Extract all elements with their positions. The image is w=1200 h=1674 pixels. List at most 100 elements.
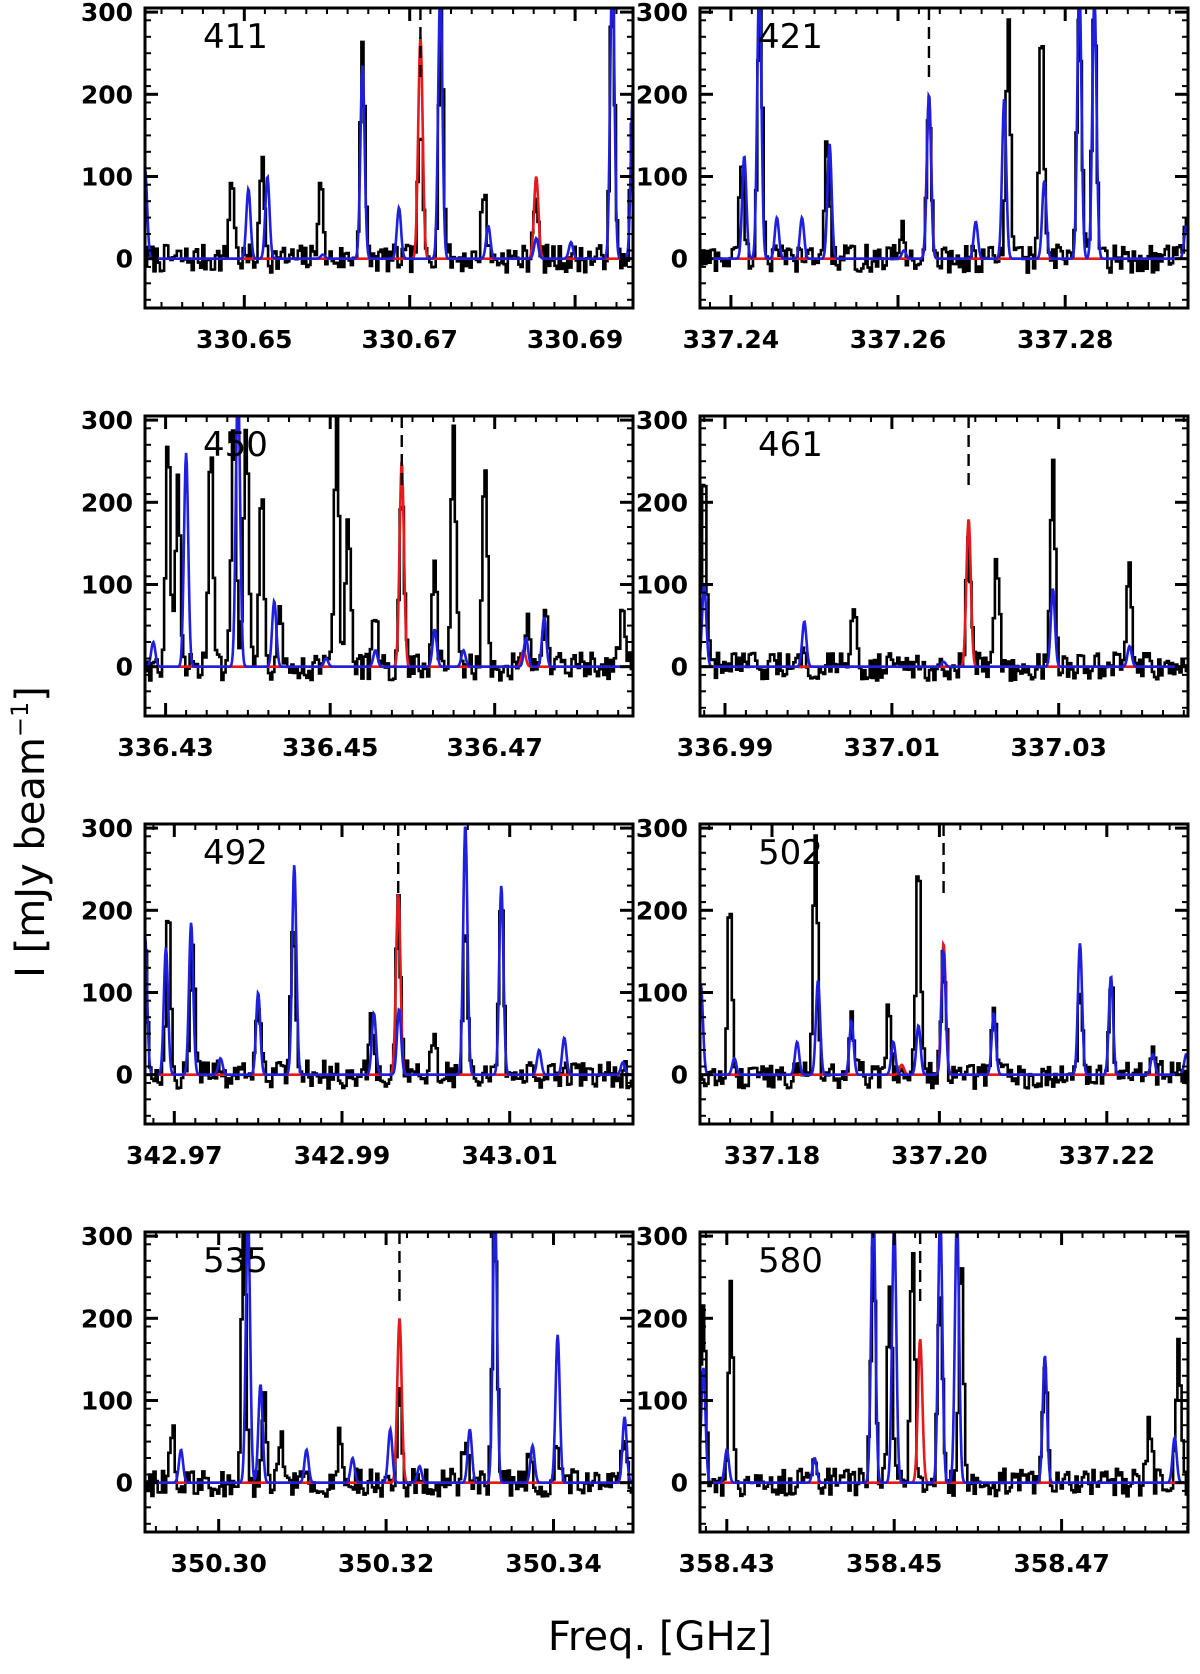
y-axis-label: I [mJy beam−1] [6,686,54,978]
x-tick-label: 342.97 [126,1141,222,1170]
plot-area [145,8,633,274]
full-model [145,1232,633,1484]
full-model [145,416,633,668]
y-tick-label: 200 [636,488,688,517]
panel-frame [143,1230,635,1534]
y-tick-label: 200 [81,488,133,517]
x-tick-label: 358.45 [846,1549,942,1578]
y-tick-label: 200 [81,1304,133,1333]
y-tick-label: 0 [671,1469,688,1498]
x-tick-label: 337.03 [1010,733,1106,762]
y-tick-label: 200 [636,896,688,925]
y-tick-label: 0 [116,245,133,274]
panel-label: 421 [758,17,823,57]
target-line-model [700,91,1188,260]
target-line-model [145,894,633,1076]
full-model [145,8,633,260]
y-axis-label-main: I [mJy beam [8,737,54,978]
x-tick-label: 350.34 [505,1549,601,1578]
plot-area [700,834,1188,1090]
x-tick-label: 350.30 [170,1549,266,1578]
panel-frame [698,6,1190,310]
observed-spectrum [145,8,633,274]
y-tick-label: 100 [636,1386,688,1415]
panel-580: 358.43 358.45 358.47 0 100 200 300 580 [636,1222,1190,1578]
y-tick-label: 100 [636,978,688,1007]
y-tick-label: 0 [671,1061,688,1090]
panel-frame [698,822,1190,1126]
x-tick-label: 337.24 [683,325,779,354]
x-tick-label: 337.28 [1017,325,1113,354]
x-tick-label: 343.01 [461,1141,557,1170]
x-tick-label: 330.67 [361,325,457,354]
plot-area [700,1232,1188,1498]
panel-frame [698,414,1190,718]
x-tick-label: 337.18 [724,1141,820,1170]
y-tick-label: 300 [81,406,133,435]
y-tick-label: 0 [671,245,688,274]
y-tick-label: 200 [81,80,133,109]
x-tick-label: 330.69 [527,325,623,354]
target-line-model [145,461,633,668]
observed-spectrum [145,417,633,682]
panel-label: 535 [203,1241,268,1281]
y-tick-label: 200 [636,80,688,109]
x-tick-label: 336.43 [117,733,213,762]
panel-411: 330.65 330.67 330.69 0 100 200 300 411 [81,0,635,354]
x-tick-label: 337.01 [844,733,940,762]
y-tick-label: 0 [671,653,688,682]
panel-frame [143,822,635,1126]
y-tick-label: 200 [81,896,133,925]
plot-area [700,8,1188,274]
x-tick-label: 358.43 [679,1549,775,1578]
y-tick-label: 0 [116,1469,133,1498]
x-axis-label: Freq. [GHz] [548,1614,772,1660]
y-tick-label: 100 [636,570,688,599]
panel-label: 411 [203,17,268,57]
panel-frame [698,1230,1190,1534]
x-tick-label: 336.47 [446,733,542,762]
x-tick-label: 336.45 [282,733,378,762]
plot-area [700,458,1188,682]
panel-535: 350.30 350.32 350.34 0 100 200 300 535 [81,1222,635,1578]
plot-area [145,826,633,1090]
y-tick-label: 0 [116,653,133,682]
panel-label: 492 [203,833,268,873]
full-model [700,1232,1188,1484]
y-tick-label: 300 [81,0,133,27]
y-tick-label: 100 [81,978,133,1007]
x-tick-label: 337.22 [1059,1141,1155,1170]
panel-492: 342.97 342.99 343.01 0 100 200 300 492 [81,814,635,1170]
x-tick-label: 350.32 [338,1549,434,1578]
panel-461: 336.99 337.01 337.03 0 100 200 300 461 [636,406,1190,762]
observed-spectrum [145,894,633,1090]
plot-area [145,416,633,682]
y-tick-label: 300 [81,1222,133,1251]
panel-421: 337.24 337.26 337.28 0 100 200 300 421 [636,0,1190,354]
y-tick-label: 100 [81,162,133,191]
x-tick-label: 358.47 [1013,1549,1109,1578]
y-tick-label: 300 [636,814,688,843]
y-tick-label: 200 [636,1304,688,1333]
y-axis-label-exponent: −1 [6,702,34,737]
observed-spectrum [700,458,1188,682]
target-line-model [700,519,1188,668]
panel-label: 450 [203,425,268,465]
y-tick-label: 0 [116,1061,133,1090]
y-axis-label-close: ] [8,686,54,702]
y-tick-label: 300 [636,1222,688,1251]
full-model [700,8,1188,260]
panel-label: 461 [758,425,823,465]
x-tick-label: 337.20 [891,1141,987,1170]
y-tick-label: 300 [636,406,688,435]
full-model [145,826,633,1076]
full-model [700,584,1188,668]
panel-frame [143,414,635,718]
panel-label: 502 [758,833,823,873]
y-tick-label: 100 [81,1386,133,1415]
panel-label: 580 [758,1241,823,1281]
plot-area [145,1232,633,1498]
y-tick-label: 100 [636,162,688,191]
